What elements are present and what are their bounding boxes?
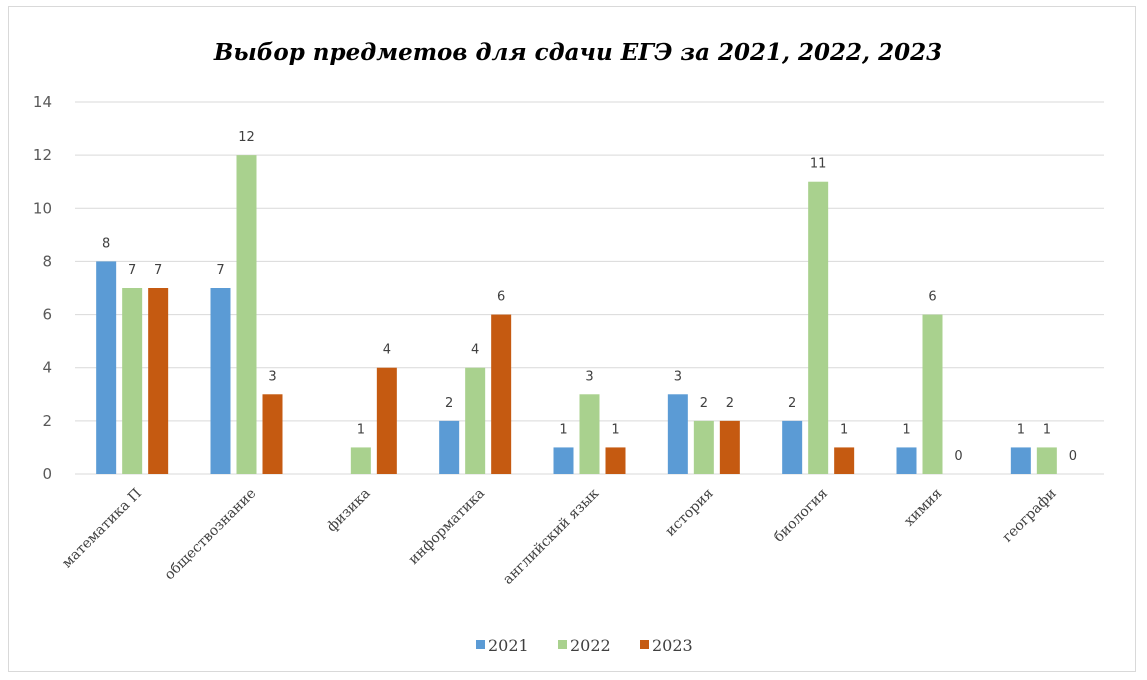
data-label: 4 <box>383 343 391 358</box>
y-tick-label: 2 <box>42 412 52 430</box>
bar-2022-6 <box>808 181 829 474</box>
data-label: 7 <box>154 263 162 278</box>
legend-swatch-2022 <box>558 640 567 649</box>
data-label: 2 <box>726 396 734 411</box>
data-label: 0 <box>954 449 962 464</box>
chart-title: Выбор предметов для сдачи ЕГЭ за 2021, 2… <box>213 39 942 66</box>
y-tick-label: 8 <box>42 252 52 270</box>
legend-swatch-2023 <box>640 640 649 649</box>
bar-2023-5 <box>719 420 740 474</box>
category-label: обществознание <box>162 486 260 584</box>
data-label: 3 <box>585 369 593 384</box>
data-label: 2 <box>788 396 796 411</box>
bar-2022-1 <box>236 155 257 474</box>
bars <box>96 155 1057 474</box>
legend-label: 2022 <box>570 636 611 655</box>
data-label: 1 <box>559 422 567 437</box>
y-axis-ticks: 0 2 4 6 8 10 12 14 <box>33 93 52 483</box>
bar-2021-4 <box>553 447 574 474</box>
data-label: 12 <box>238 130 255 145</box>
legend-swatch-2021 <box>476 640 485 649</box>
data-label: 1 <box>840 422 848 437</box>
data-label: 6 <box>928 290 936 305</box>
data-label: 7 <box>216 263 224 278</box>
legend-label: 2023 <box>652 636 693 655</box>
data-label: 0 <box>1069 449 1077 464</box>
bar-2023-3 <box>491 314 512 474</box>
bar-2023-6 <box>834 447 855 474</box>
y-tick-label: 14 <box>33 93 52 111</box>
data-label: 3 <box>268 369 276 384</box>
category-label: английский язык <box>500 485 602 587</box>
bar-2022-2 <box>350 447 371 474</box>
bar-2022-7 <box>922 314 943 474</box>
y-tick-label: 12 <box>33 146 52 164</box>
data-label: 1 <box>1017 422 1025 437</box>
y-tick-label: 6 <box>42 306 52 324</box>
data-label: 3 <box>674 369 682 384</box>
data-label: 8 <box>102 236 110 251</box>
data-label: 11 <box>810 157 827 172</box>
bar-2023-4 <box>605 447 626 474</box>
data-label: 1 <box>1043 422 1051 437</box>
data-label: 1 <box>902 422 910 437</box>
y-tick-label: 10 <box>33 199 52 217</box>
data-label: 6 <box>497 290 505 305</box>
bar-2023-2 <box>376 367 397 474</box>
bar-2022-0 <box>122 288 143 474</box>
bar-2021-0 <box>96 261 117 474</box>
bar-2021-7 <box>896 447 917 474</box>
category-label: химия <box>901 485 945 529</box>
category-label: математика П <box>59 486 145 572</box>
data-label: 4 <box>471 343 479 358</box>
bar-2023-1 <box>262 394 283 474</box>
data-label: 1 <box>357 422 365 437</box>
bar-2022-5 <box>693 420 714 474</box>
category-label: история <box>663 485 717 539</box>
category-label: биология <box>771 485 831 545</box>
data-label: 2 <box>700 396 708 411</box>
data-label: 1 <box>611 422 619 437</box>
category-label: географи <box>1000 486 1060 546</box>
bar-2022-3 <box>465 367 486 474</box>
bar-2022-4 <box>579 394 600 474</box>
legend: 2021 2022 2023 <box>476 636 693 655</box>
bar-2021-3 <box>439 420 460 474</box>
bar-2021-8 <box>1010 447 1031 474</box>
legend-label: 2021 <box>488 636 529 655</box>
data-label: 2 <box>445 396 453 411</box>
category-label: информатика <box>406 486 488 568</box>
bar-2021-1 <box>210 288 231 474</box>
y-tick-label: 0 <box>42 465 52 483</box>
bar-2021-5 <box>667 394 688 474</box>
chart-frame <box>8 6 1136 672</box>
bar-2022-8 <box>1036 447 1057 474</box>
bar-2023-0 <box>148 288 169 474</box>
bar-2021-6 <box>782 420 803 474</box>
data-label: 7 <box>128 263 136 278</box>
y-tick-label: 4 <box>42 359 52 377</box>
category-label: физика <box>324 486 374 536</box>
